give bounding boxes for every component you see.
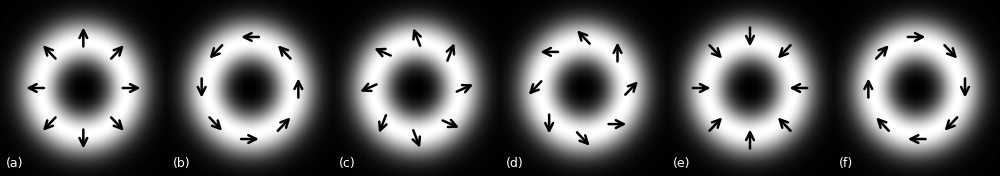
- Text: (c): (c): [339, 157, 356, 170]
- Text: (d): (d): [506, 157, 524, 170]
- Text: (b): (b): [173, 157, 190, 170]
- Text: (e): (e): [672, 157, 690, 170]
- Text: (a): (a): [6, 157, 23, 170]
- Text: (f): (f): [839, 157, 853, 170]
